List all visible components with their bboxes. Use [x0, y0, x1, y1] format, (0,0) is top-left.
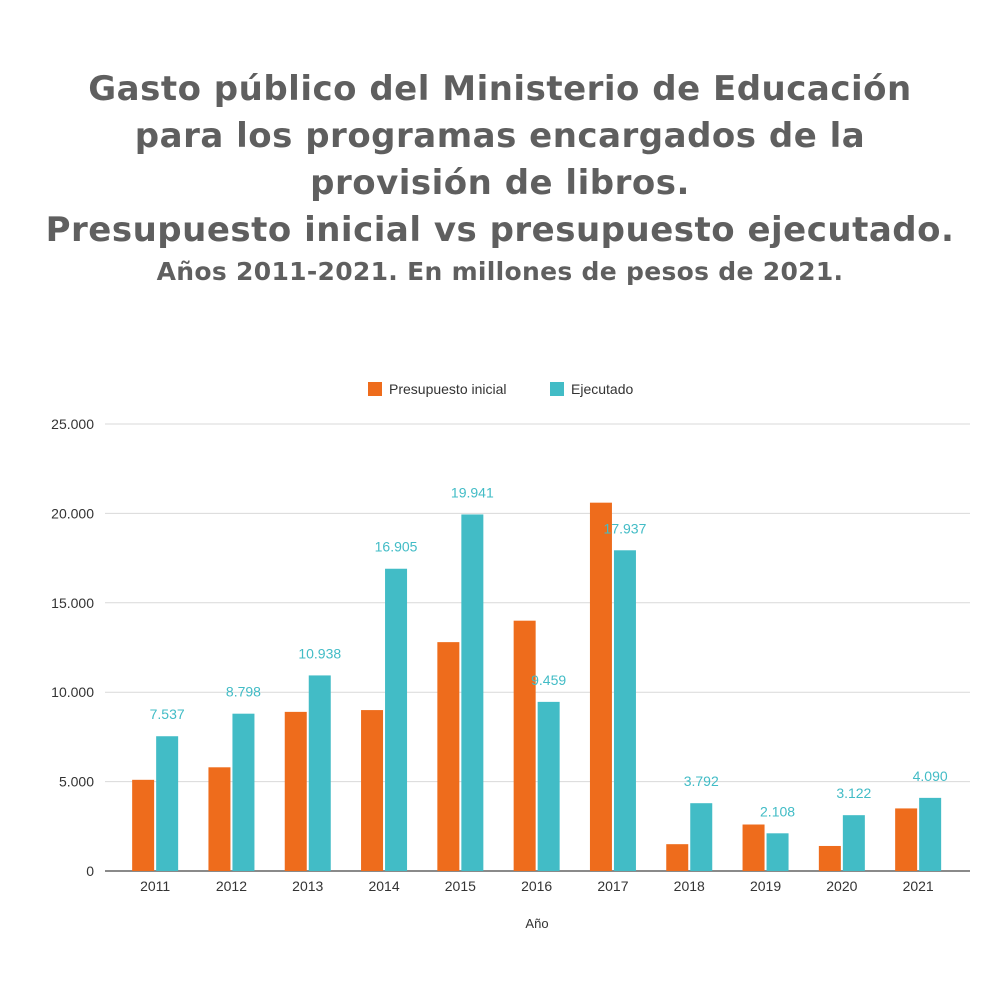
data-label-ejecutado: 8.798	[226, 684, 261, 700]
x-tick-label: 2017	[597, 878, 628, 894]
x-tick-label: 2013	[292, 878, 323, 894]
bar-presupuesto-inicial	[513, 620, 536, 871]
legend-swatch-ejecutado	[550, 382, 564, 396]
bar-presupuesto-inicial	[361, 710, 384, 871]
data-label-ejecutado: 3.122	[836, 785, 871, 801]
data-label-ejecutado: 2.108	[760, 803, 795, 819]
chart-legend: Presupuesto inicial Ejecutado	[368, 381, 633, 397]
x-tick-label: 2020	[826, 878, 857, 894]
x-tick-label: 2014	[368, 878, 399, 894]
bar-ejecutado	[766, 833, 789, 871]
data-label-ejecutado: 3.792	[684, 773, 719, 789]
data-label-ejecutado: 16.905	[375, 539, 418, 555]
bar-presupuesto-inicial	[437, 642, 460, 871]
data-label-ejecutado: 17.937	[604, 520, 647, 536]
data-label-ejecutado: 9.459	[531, 672, 566, 688]
y-axis: 0 5.000 10.000 15.000 20.000 25.000	[51, 416, 94, 879]
chart-title-line-4: Presupuesto inicial vs presupuesto ejecu…	[45, 210, 955, 250]
y-tick-label: 15.000	[51, 595, 94, 611]
bar-ejecutado	[308, 675, 331, 871]
bar-ejecutado	[842, 815, 865, 871]
x-axis-title: Año	[525, 916, 548, 931]
bar-presupuesto-inicial	[284, 711, 307, 871]
chart-subtitle: Años 2011-2021. En millones de pesos de …	[156, 257, 844, 286]
x-tick-label: 2021	[903, 878, 934, 894]
legend-label-presupuesto-inicial: Presupuesto inicial	[389, 381, 507, 397]
y-tick-label: 5.000	[59, 774, 94, 790]
data-label-ejecutado: 19.941	[451, 484, 494, 500]
y-tick-label: 25.000	[51, 416, 94, 432]
chart-title-line-1: Gasto público del Ministerio de Educació…	[88, 69, 912, 109]
bar-ejecutado	[690, 803, 713, 871]
x-tick-label: 2019	[750, 878, 781, 894]
chart-bars	[132, 502, 942, 871]
bar-presupuesto-inicial	[208, 767, 231, 871]
bar-presupuesto-inicial	[589, 502, 612, 871]
bar-ejecutado	[613, 550, 636, 871]
bar-ejecutado	[385, 568, 408, 871]
data-label-ejecutado: 7.537	[150, 706, 185, 722]
bar-presupuesto-inicial	[132, 779, 155, 871]
x-tick-label: 2018	[674, 878, 705, 894]
bar-ejecutado	[156, 736, 179, 871]
y-tick-label: 20.000	[51, 505, 94, 521]
bar-presupuesto-inicial	[818, 845, 841, 871]
x-tick-label: 2016	[521, 878, 552, 894]
y-tick-label: 10.000	[51, 684, 94, 700]
chart-title-line-3: provisión de libros.	[310, 163, 690, 203]
bar-presupuesto-inicial	[895, 808, 918, 871]
chart-title-line-2: para los programas encargados de la	[134, 116, 866, 156]
y-tick-label: 0	[86, 863, 94, 879]
chart-title-block: Gasto público del Ministerio de Educació…	[0, 66, 1000, 290]
bar-ejecutado	[919, 797, 942, 871]
data-label-ejecutado: 10.938	[298, 645, 341, 661]
bar-ejecutado	[461, 514, 484, 871]
legend-swatch-presupuesto-inicial	[368, 382, 382, 396]
legend-label-ejecutado: Ejecutado	[571, 381, 633, 397]
x-tick-label: 2012	[216, 878, 247, 894]
bar-ejecutado	[232, 713, 255, 871]
data-labels: 7.537 8.798 10.938 16.905 19.941 9.459 17.937 3…	[150, 484, 948, 819]
x-tick-label: 2015	[445, 878, 476, 894]
bar-ejecutado	[537, 701, 560, 871]
data-label-ejecutado: 4.090	[913, 768, 948, 784]
bar-presupuesto-inicial	[742, 824, 765, 871]
x-axis: 2011 2012 2013 2014 2015 2016 2017 2018 2019 2020…	[140, 878, 934, 931]
bar-presupuesto-inicial	[666, 844, 689, 871]
x-tick-label: 2011	[140, 878, 170, 894]
